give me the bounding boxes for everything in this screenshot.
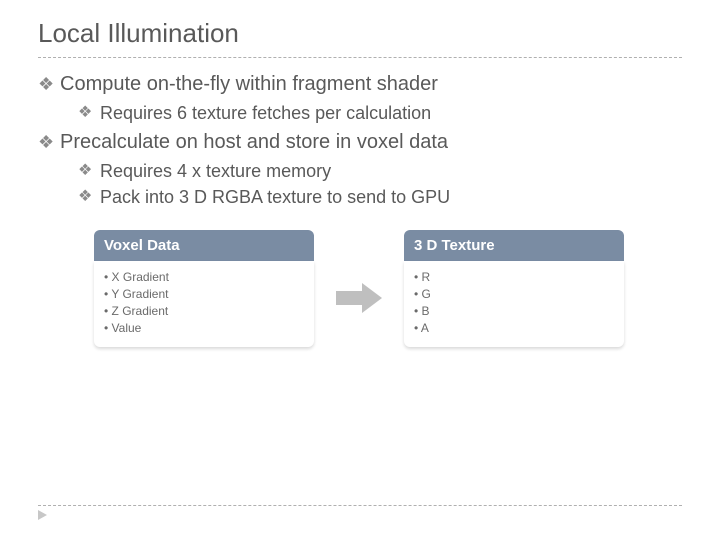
bullet-icon: ❖ <box>78 186 100 208</box>
texture-panel: 3 D Texture • R • G • B • A <box>404 230 624 347</box>
panel-header: 3 D Texture <box>404 230 624 261</box>
bullet-text: Requires 4 x texture memory <box>100 160 331 182</box>
footer-divider <box>38 505 682 506</box>
bullet-icon: ❖ <box>38 130 60 154</box>
panel-item: • Z Gradient <box>104 303 304 320</box>
panel-body: • R • G • B • A <box>404 261 624 347</box>
slide: Local Illumination ❖ Compute on-the-fly … <box>0 0 720 365</box>
panel-item: • R <box>414 269 614 286</box>
panel-item: • Value <box>104 320 304 337</box>
arrow-icon <box>334 265 384 313</box>
bullet-level2: ❖ Requires 4 x texture memory <box>78 160 682 182</box>
title-divider <box>38 57 682 58</box>
bullet-text: Compute on-the-fly within fragment shade… <box>60 72 438 96</box>
bullet-text: Requires 6 texture fetches per calculati… <box>100 102 431 124</box>
bullet-icon: ❖ <box>38 72 60 96</box>
bullet-level1: ❖ Compute on-the-fly within fragment sha… <box>38 72 682 96</box>
bullet-level2: ❖ Requires 6 texture fetches per calcula… <box>78 102 682 124</box>
bullet-text: Precalculate on host and store in voxel … <box>60 130 448 154</box>
slide-title: Local Illumination <box>38 18 682 49</box>
footer-triangle-icon <box>38 510 47 520</box>
bullet-icon: ❖ <box>78 102 100 124</box>
bullet-level2: ❖ Pack into 3 D RGBA texture to send to … <box>78 186 682 208</box>
panel-item: • B <box>414 303 614 320</box>
panel-item: • A <box>414 320 614 337</box>
panel-item: • X Gradient <box>104 269 304 286</box>
bullet-level1: ❖ Precalculate on host and store in voxe… <box>38 130 682 154</box>
panels-row: Voxel Data • X Gradient • Y Gradient • Z… <box>94 230 682 347</box>
panel-header: Voxel Data <box>94 230 314 261</box>
voxel-data-panel: Voxel Data • X Gradient • Y Gradient • Z… <box>94 230 314 347</box>
bullet-icon: ❖ <box>78 160 100 182</box>
panel-item: • Y Gradient <box>104 286 304 303</box>
bullet-text: Pack into 3 D RGBA texture to send to GP… <box>100 186 450 208</box>
panel-body: • X Gradient • Y Gradient • Z Gradient •… <box>94 261 314 347</box>
panel-item: • G <box>414 286 614 303</box>
